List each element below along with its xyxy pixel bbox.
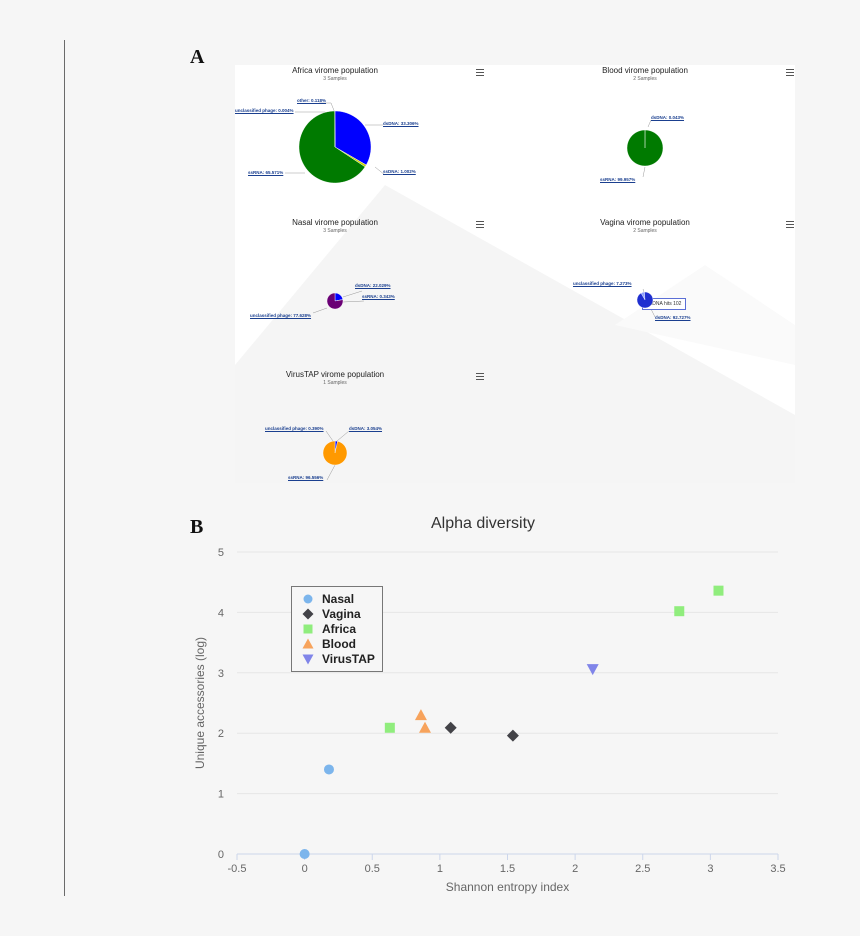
x-tick-label: 1: [437, 863, 443, 875]
pie-subtitle: 3 Samples: [323, 76, 347, 82]
data-point[interactable]: [414, 709, 427, 721]
data-point[interactable]: [418, 721, 431, 733]
panel-a-letter: A: [190, 46, 205, 68]
pie-subtitle: 3 Samples: [323, 228, 347, 234]
y-tick-label: 4: [218, 607, 224, 619]
pie-menu-icon[interactable]: [786, 221, 794, 228]
y-tick-label: 0: [218, 849, 224, 861]
data-point[interactable]: [444, 721, 457, 734]
pie-label: other: 0.118%: [297, 98, 327, 103]
pie-label: ssRNA: 96.556%: [288, 475, 324, 480]
pie-slice[interactable]: [326, 292, 344, 310]
pie-title: Nasal virome population: [292, 218, 378, 227]
legend-marker: [302, 638, 314, 648]
pie-label: dsDNA: 92.727%: [655, 315, 691, 320]
pie-slice[interactable]: [626, 129, 664, 167]
panel-background-shapes: [235, 185, 795, 483]
x-tick-label: 3: [707, 863, 713, 875]
legend-marker: [303, 594, 313, 603]
pie-label: ssDNA: 1.002%: [383, 169, 416, 174]
pie-label: ssRNA: 99.957%: [600, 177, 636, 182]
data-point[interactable]: [713, 585, 724, 596]
pie-label: unclassified phage: 7.273%: [573, 281, 632, 286]
pie-label: unclassified phage: 0.390%: [265, 426, 324, 431]
legend-item[interactable]: Africa: [302, 621, 382, 636]
pie-slices-layer: [298, 110, 664, 466]
pie-label: dsDNA: 22.029%: [355, 283, 391, 288]
x-tick-label: -0.5: [228, 863, 247, 875]
pie-title: Africa virome population: [292, 66, 378, 75]
pie-subtitle: 2 Samples: [633, 76, 657, 82]
pie-menu-icon[interactable]: [476, 69, 484, 76]
data-point[interactable]: [586, 664, 599, 676]
pie-title: Vagina virome population: [600, 218, 690, 227]
chart-legend: Nasal Vagina Africa Blood VirusTAP: [291, 586, 383, 672]
pie-menu-icon[interactable]: [476, 221, 484, 228]
pie-leader-lines: [285, 102, 656, 481]
data-point[interactable]: [674, 606, 685, 617]
data-point[interactable]: [384, 722, 395, 733]
data-point[interactable]: [299, 849, 310, 859]
x-tick-label: 3.5: [770, 863, 785, 875]
pie-label: dsDNA: 3.054%: [349, 426, 383, 431]
legend-label: Nasal: [322, 591, 355, 606]
pie-label: dsDNA: 0.043%: [651, 115, 685, 120]
pie-subtitle: 2 Samples: [633, 228, 657, 234]
pie-title: Blood virome population: [602, 66, 688, 75]
legend-label: Blood: [322, 636, 356, 651]
legend-item[interactable]: Vagina: [302, 606, 382, 621]
legend-marker: [302, 654, 314, 664]
x-tick-label: 0: [302, 863, 308, 875]
legend-item[interactable]: Blood: [302, 636, 382, 651]
pie-menu-icon[interactable]: [786, 69, 794, 76]
legend-marker: [303, 624, 313, 633]
x-tick-label: 2.5: [635, 863, 650, 875]
alpha-diversity-chart: Alpha diversity 0 1 2 3 4 5 -0.5 0 0.5 1 1.5 2 2.5 3 3.…: [193, 515, 786, 894]
chart-title: Alpha diversity: [431, 515, 535, 532]
legend-label: Vagina: [322, 606, 361, 621]
legend-item[interactable]: VirusTAP: [302, 651, 382, 666]
data-point[interactable]: [323, 764, 334, 775]
legend-marker: [302, 608, 314, 619]
pie-label: unclassified phage: 77.628%: [250, 313, 312, 318]
y-tick-label: 1: [218, 789, 224, 801]
x-tick-label: 1.5: [500, 863, 515, 875]
x-tick-label: 2: [572, 863, 578, 875]
x-tick-label: 0.5: [365, 863, 380, 875]
pie-title: VirusTAP virome population: [285, 370, 385, 379]
y-tick-label: 3: [218, 668, 224, 680]
legend-label: Africa: [322, 621, 357, 636]
x-axis-label: Shannon entropy index: [446, 880, 569, 894]
pie-menu-icon[interactable]: [476, 373, 484, 380]
y-axis-label: Unique accessories (log): [193, 637, 207, 769]
legend-item[interactable]: Nasal: [302, 591, 382, 606]
panel-b-letter: B: [190, 516, 204, 538]
legend-label: VirusTAP: [322, 651, 375, 666]
pie-label: dsDNA: 33.306%: [383, 121, 419, 126]
pie-slice[interactable]: [334, 110, 372, 166]
pie-subtitle: 1 Samples: [323, 380, 347, 386]
page-divider-line: [64, 40, 65, 896]
pie-label: ssRNA: 0.343%: [362, 294, 395, 299]
pie-label: unclassified phage: 0.004%: [235, 108, 294, 113]
pie-slice[interactable]: [322, 440, 348, 466]
data-point[interactable]: [506, 729, 519, 742]
y-tick-label: 2: [218, 728, 224, 740]
pie-slice[interactable]: [298, 110, 366, 184]
pie-label: ssRNA: 65.571%: [248, 170, 284, 175]
alpha-diversity-panel: Alpha diversity 0 1 2 3 4 5 -0.5 0 0.5 1 1.5 2 2.5 3 3.…: [190, 505, 810, 905]
y-tick-label: 5: [218, 547, 224, 559]
virome-pies-panel: Africa virome population 3 Samples other…: [235, 65, 795, 483]
pie-slice[interactable]: [636, 291, 654, 309]
